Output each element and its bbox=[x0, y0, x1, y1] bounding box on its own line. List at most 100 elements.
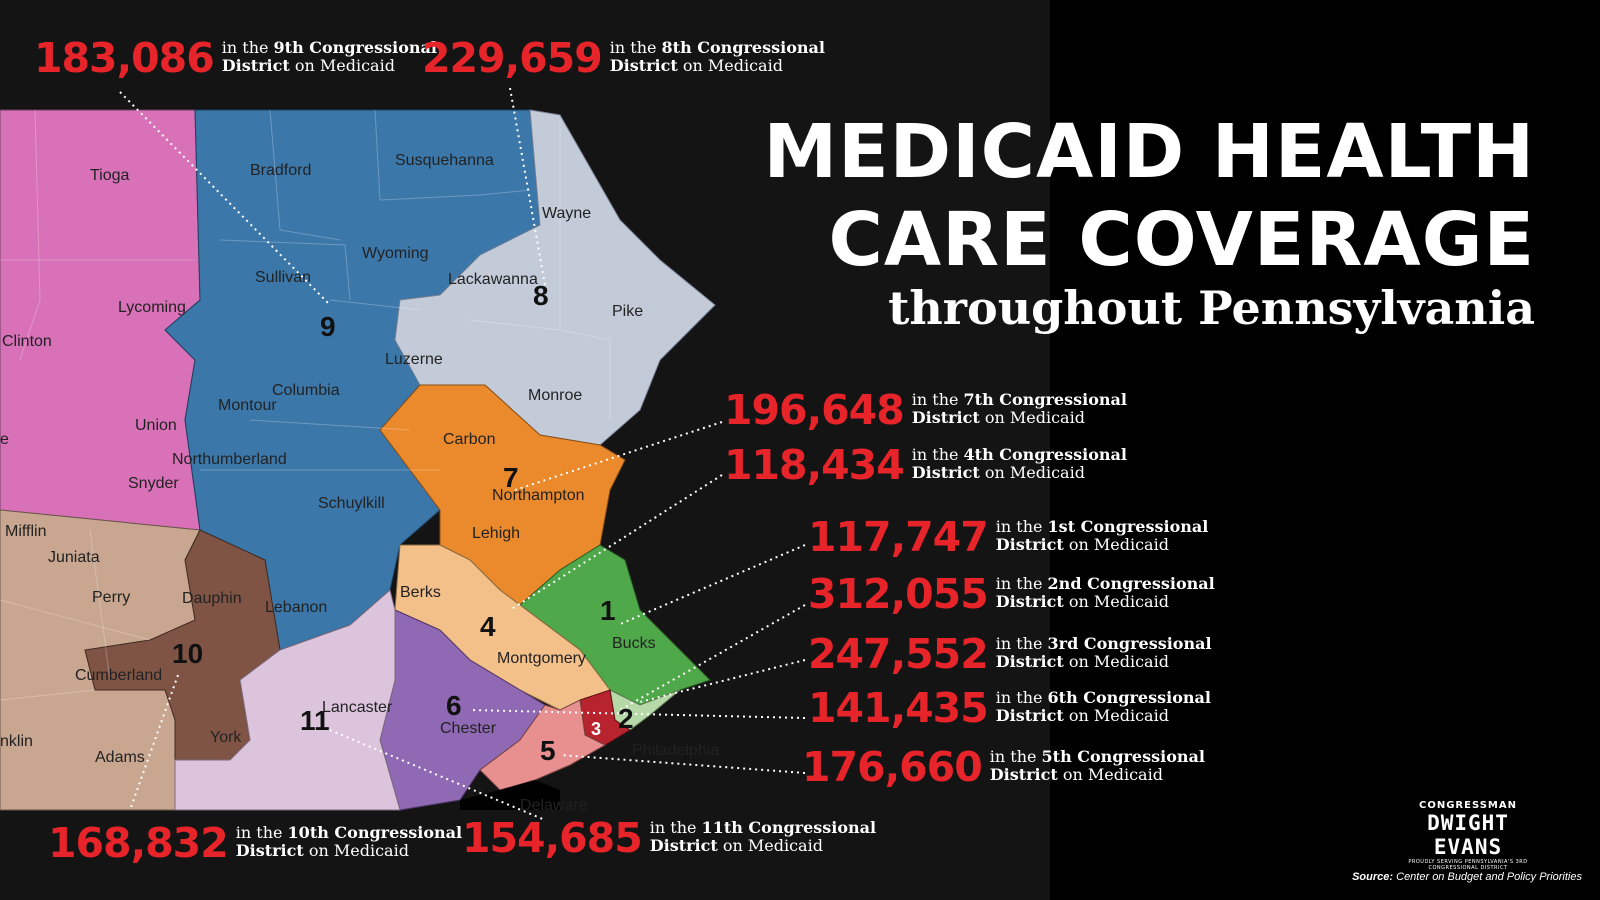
county-label: Montgomery bbox=[497, 650, 586, 667]
county-label: Delaware bbox=[520, 797, 588, 814]
county-label: Lycoming bbox=[118, 299, 186, 316]
medicaid-count: 168,832 bbox=[48, 819, 229, 867]
county-label: Union bbox=[135, 417, 177, 434]
county-label: Tioga bbox=[90, 167, 130, 184]
medicaid-count: 154,685 bbox=[462, 814, 643, 862]
medicaid-count: 118,434 bbox=[724, 441, 905, 489]
county-label: Pike bbox=[612, 303, 643, 320]
callout-caption: in the 8th Congressional District on Medi… bbox=[609, 38, 825, 75]
callout-district-10: 168,832 in the 10th Congressional Distric… bbox=[48, 821, 462, 865]
callout-caption: in the 1st Congressional District on Medi… bbox=[995, 517, 1209, 554]
county-label: Juniata bbox=[48, 549, 100, 566]
medicaid-count: 141,435 bbox=[808, 684, 989, 732]
callout-caption: in the 9th Congressional District on Medi… bbox=[221, 38, 437, 75]
callout-district-2: 312,055 in the 2nd Congressional District… bbox=[808, 572, 1215, 616]
medicaid-count: 196,648 bbox=[724, 386, 905, 434]
county-label: Luzerne bbox=[385, 351, 443, 368]
county-label: Wyoming bbox=[362, 245, 429, 262]
source-text: Center on Budget and Policy Priorities bbox=[1393, 871, 1582, 883]
county-label: Adams bbox=[95, 749, 145, 766]
district-number-8: 8 bbox=[533, 280, 549, 311]
county-label: nklin bbox=[0, 733, 33, 750]
callout-caption: in the 3rd Congressional District on Medi… bbox=[995, 634, 1212, 671]
callout-caption: in the 6th Congressional District on Medi… bbox=[995, 688, 1211, 725]
district-5-region bbox=[479, 699, 607, 791]
county-label: York bbox=[210, 729, 242, 746]
district-number-11: 11 bbox=[300, 705, 330, 736]
county-label: e bbox=[0, 431, 9, 448]
logo-title: CONGRESSMAN bbox=[1419, 800, 1517, 811]
district-number-9: 9 bbox=[320, 311, 336, 342]
county-label: Sullivan bbox=[255, 269, 311, 286]
callout-caption: in the 4th Congressional District on Medi… bbox=[911, 445, 1127, 482]
source-credit: Source: Center on Budget and Policy Prio… bbox=[1352, 871, 1582, 883]
district-11-region bbox=[174, 589, 401, 811]
callout-district-9: 183,086 in the 9th Congressional District… bbox=[34, 36, 437, 80]
county-label: Northampton bbox=[492, 487, 585, 504]
callout-district-4: 118,434 in the 4th Congressional District… bbox=[724, 443, 1127, 487]
county-label: Susquehanna bbox=[395, 152, 494, 169]
medicaid-count: 247,552 bbox=[808, 630, 989, 678]
title-line-3: throughout Pennsylvania bbox=[888, 281, 1535, 335]
title-panel bbox=[1050, 0, 1600, 900]
county-label: Bucks bbox=[612, 635, 656, 652]
county-label: Lebanon bbox=[265, 599, 327, 616]
county-label: Mifflin bbox=[5, 523, 47, 540]
callout-caption: in the 11th Congressional District on Med… bbox=[649, 818, 877, 855]
county-labels: Tioga Bradford Susquehanna Wayne Wyoming… bbox=[0, 152, 719, 814]
logo-tagline: PROUDLY SERVING PENNSYLVANIA'S 3RD CONGR… bbox=[1408, 859, 1528, 871]
callout-caption: in the 5th Congressional District on Medi… bbox=[989, 747, 1205, 784]
title-line-2: CARE COVERAGE bbox=[828, 197, 1535, 283]
county-label: Columbia bbox=[272, 382, 340, 399]
callout-district-6: 141,435 in the 6th Congressional District… bbox=[808, 686, 1211, 730]
county-label: Montour bbox=[218, 397, 277, 414]
infographic-title: MEDICAID HEALTH CARE COVERAGE throughout… bbox=[763, 108, 1535, 336]
county-label: Cumberland bbox=[75, 667, 162, 684]
county-label: Dauphin bbox=[182, 590, 242, 607]
district-number-3: 3 bbox=[591, 719, 601, 739]
county-label: Snyder bbox=[128, 475, 179, 492]
district-number-6: 6 bbox=[446, 690, 462, 721]
callout-district-1: 117,747 in the 1st Congressional District… bbox=[808, 515, 1208, 559]
district-number-7: 7 bbox=[503, 462, 519, 493]
medicaid-count: 312,055 bbox=[808, 570, 989, 618]
map-water bbox=[460, 780, 560, 810]
medicaid-count: 229,659 bbox=[422, 34, 603, 82]
county-label: Schuylkill bbox=[318, 495, 385, 512]
district-number-1: 1 bbox=[600, 595, 616, 626]
source-label: Source: bbox=[1352, 871, 1394, 883]
congressman-logo: CONGRESSMAN DWIGHT EVANS PROUDLY SERVING… bbox=[1388, 800, 1548, 871]
county-label: Lackawanna bbox=[448, 271, 538, 288]
callout-caption: in the 10th Congressional District on Med… bbox=[235, 823, 463, 860]
county-label: Philadelphia bbox=[632, 742, 719, 759]
county-label: Monroe bbox=[528, 387, 582, 404]
medicaid-count: 117,747 bbox=[808, 513, 989, 561]
county-label: Lehigh bbox=[472, 525, 520, 542]
county-label: Northumberland bbox=[172, 451, 287, 468]
county-label: Carbon bbox=[443, 431, 495, 448]
county-label: Berks bbox=[400, 584, 441, 601]
district-number-10: 10 bbox=[172, 638, 203, 669]
pennsylvania-district-map: Tioga Bradford Susquehanna Wayne Wyoming… bbox=[0, 87, 806, 821]
county-label: Bradford bbox=[250, 162, 311, 179]
callout-district-3: 247,552 in the 3rd Congressional District… bbox=[808, 632, 1212, 676]
district-numbers: 9 8 7 4 1 2 3 6 5 10 11 bbox=[172, 280, 634, 766]
callout-district-11: 154,685 in the 11th Congressional Distric… bbox=[462, 816, 876, 860]
medicaid-count: 176,660 bbox=[802, 743, 983, 791]
title-line-1: MEDICAID HEALTH bbox=[763, 109, 1535, 195]
county-label: Wayne bbox=[542, 205, 591, 222]
county-label: Chester bbox=[440, 720, 497, 737]
callout-district-8: 229,659 in the 8th Congressional District… bbox=[422, 36, 825, 80]
district-number-2: 2 bbox=[618, 703, 634, 734]
district-number-4: 4 bbox=[480, 611, 496, 642]
county-label: Lancaster bbox=[322, 699, 393, 716]
district-number-5: 5 bbox=[540, 735, 556, 766]
callout-caption: in the 7th Congressional District on Medi… bbox=[911, 390, 1127, 427]
county-label: Clinton bbox=[2, 333, 52, 350]
callout-district-7: 196,648 in the 7th Congressional District… bbox=[724, 388, 1127, 432]
county-boundaries bbox=[0, 109, 611, 701]
callout-district-5: 176,660 in the 5th Congressional District… bbox=[802, 745, 1205, 789]
county-label: Perry bbox=[92, 589, 130, 606]
leader-lines bbox=[119, 87, 806, 821]
